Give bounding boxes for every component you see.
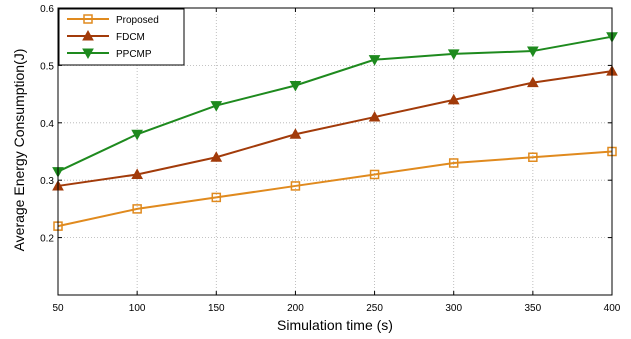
series-proposed [53,146,617,231]
data-point [369,169,380,180]
data-point [368,55,381,66]
legend-label: Proposed [116,15,159,26]
legend-item: FDCM [67,29,145,43]
data-point [290,181,301,191]
data-point [447,93,460,105]
series-line [57,35,613,173]
series-ppcmp [52,32,618,178]
data-point [132,204,142,214]
x-tick-label: 150 [208,303,225,314]
data-point [289,128,302,139]
legend: Proposed FDCM PPCMP [58,8,185,66]
data-point [210,101,223,112]
y-tick-label: 0.2 [40,234,54,245]
data-point [210,151,223,162]
data-point [527,76,539,88]
x-tick-label: 200 [287,303,304,314]
data-point [131,129,143,141]
series-layer [52,32,618,231]
y-tick-label: 0.3 [40,176,54,187]
legend-marker [82,29,94,41]
y-axis-title: Average Energy Consumption(J) [11,49,27,252]
tick-layer: 50 100 150 200 250 300 350 400 0.2 0.3 0.4 0.5 0.6 [40,4,621,314]
data-point [289,80,302,92]
x-axis-title: Simulation time (s) [277,317,393,333]
series-fdcm [52,65,618,191]
x-tick-label: 100 [129,303,146,314]
data-point [131,168,143,179]
y-tick-label: 0.4 [40,119,54,130]
x-tick-label: 50 [52,303,64,314]
data-point [528,152,538,162]
data-point [447,49,460,60]
x-tick-label: 250 [366,303,383,314]
series-line [57,150,613,228]
x-tick-label: 400 [604,303,621,314]
data-point [211,192,222,203]
plot-frame [57,7,613,296]
y-tick-label: 0.6 [40,4,54,15]
legend-item: PPCMP [67,48,152,60]
legend-label: PPCMP [116,49,152,60]
data-point [527,46,539,58]
legend-marker [83,14,93,24]
legend-label: FDCM [116,32,145,43]
data-point [448,158,459,168]
x-tick-label: 300 [445,303,462,314]
x-tick-label: 350 [525,303,542,314]
legend-item: Proposed [67,14,159,26]
y-tick-label: 0.5 [40,61,54,72]
data-point [368,111,381,122]
series-line [57,70,613,187]
legend-marker [82,48,94,60]
